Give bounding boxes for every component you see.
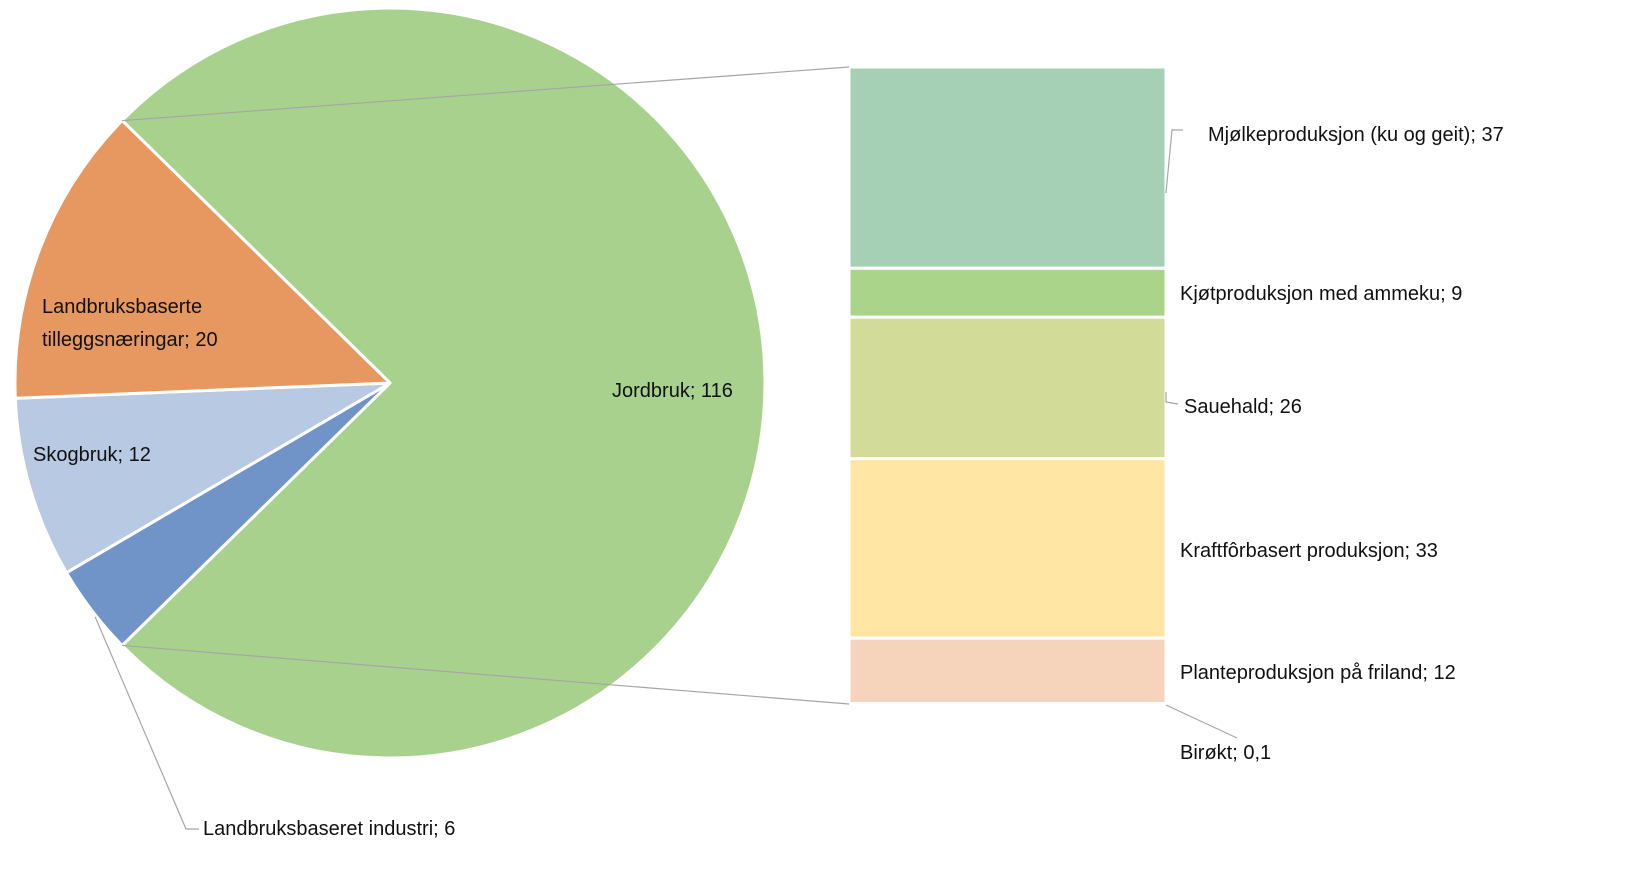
data-labels: Jordbruk; 116 Landbruksbaseret industri; … bbox=[33, 124, 1504, 840]
leader-line-sauehald bbox=[1165, 392, 1179, 405]
leader-line-birokt bbox=[1165, 704, 1238, 739]
bar-segment-mjolkeproduksjon-ku-og-geit bbox=[847, 65, 1168, 270]
bar-segment-birokt bbox=[847, 701, 1168, 706]
connector-line-top bbox=[122, 66, 850, 122]
data-label-birokt: Birøkt; 0,1 bbox=[1180, 742, 1271, 764]
leader-lines bbox=[94, 66, 1238, 830]
data-label-mjolkeproduksjon-ku-og-geit: Mjølkeproduksjon (ku og geit); 37 bbox=[1208, 124, 1504, 146]
data-label-planteproduksjon-pa-friland: Planteproduksjon på friland; 12 bbox=[1180, 662, 1456, 684]
bar-segment-kjotproduksjon-med-ammeku bbox=[847, 266, 1168, 319]
pie-slice-skogbruk bbox=[13, 381, 392, 575]
data-label-sauehald: Sauehald; 26 bbox=[1184, 396, 1302, 418]
data-label-jordbruk: Jordbruk; 116 bbox=[612, 380, 733, 402]
data-label-skogbruk: Skogbruk; 12 bbox=[33, 444, 151, 466]
data-label-landbruksbaseret-industri: Landbruksbaseret industri; 6 bbox=[203, 818, 455, 840]
leader-line-mjolkeproduksjon bbox=[1165, 129, 1183, 194]
bar-segment-sauehald bbox=[847, 315, 1168, 461]
data-label-kjotproduksjon-med-ammeku: Kjøtproduksjon med ammeku; 9 bbox=[1180, 283, 1462, 305]
pie-slice-landbruksbaserte-tilleggsnaeringar bbox=[13, 119, 392, 400]
leader-line-landbruksbaseret-industri bbox=[94, 616, 199, 830]
data-label-kraftforbasert-produksjon: Kraftfôrbasert produksjon; 33 bbox=[1180, 540, 1438, 562]
pie-slices bbox=[13, 6, 767, 760]
bar-segment-planteproduksjon-pa-friland bbox=[847, 636, 1168, 705]
bar-segment-kraftforbasert-produksjon bbox=[847, 457, 1168, 640]
connector-line-bottom bbox=[122, 644, 850, 705]
bar-segments bbox=[847, 65, 1168, 706]
pie-slice-jordbruk bbox=[120, 6, 767, 760]
data-label-landbruksbaserte-tilleggsnaeringar: Landbruksbaserte tilleggsnæringar; 20 bbox=[42, 296, 218, 351]
